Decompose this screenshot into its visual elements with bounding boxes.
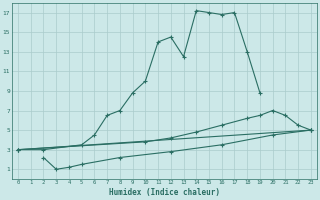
X-axis label: Humidex (Indice chaleur): Humidex (Indice chaleur)	[109, 188, 220, 197]
